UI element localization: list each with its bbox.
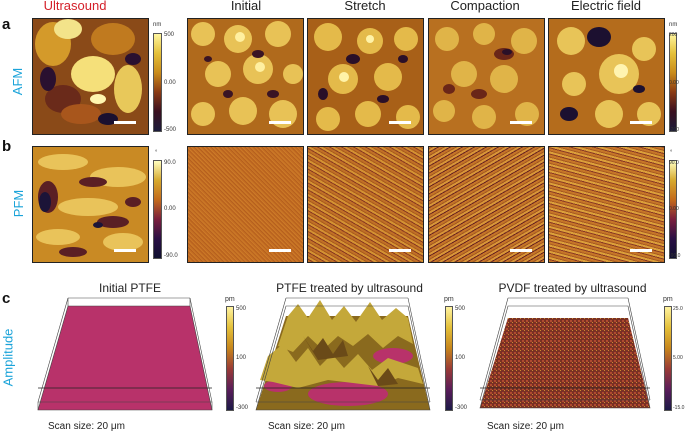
afm-colorbar-left-bottom: -500	[164, 127, 177, 133]
amplitude-mid-ptfe-ultrasound: 100	[455, 355, 466, 361]
afm-colorbar-left-mid: 0.00	[164, 80, 176, 86]
scale-bar	[510, 121, 532, 124]
afm-image-compaction	[428, 18, 545, 135]
col-header-electric-field: Electric field	[570, 0, 642, 13]
col-header-stretch: Stretch	[344, 0, 386, 13]
afm-colorbar-right-bottom: -200	[669, 127, 680, 133]
afm-image-stretch	[307, 18, 424, 135]
scale-bar	[630, 249, 652, 252]
pfm-colorbar-right-unit: °	[670, 150, 673, 156]
afm-colorbar-right-mid: 0.00	[669, 80, 679, 86]
panel-letter-a: a	[2, 16, 11, 33]
row-label-afm: AFM	[10, 67, 26, 96]
amplitude-unit-ptfe-ultrasound: pm	[444, 296, 454, 303]
amplitude-top-ptfe-ultrasound: 500	[455, 306, 466, 312]
pfm-image-electric-field	[548, 146, 665, 263]
scale-bar	[269, 249, 291, 252]
col-header-compaction: Compaction	[450, 0, 520, 13]
afm-colorbar-right	[669, 33, 677, 132]
col-header-ultrasound: Ultrasound	[43, 0, 107, 13]
amplitude-top-initial-ptfe: 500	[236, 306, 247, 312]
amplitude-3d-pvdf-ultrasound	[479, 297, 651, 409]
pfm-colorbar-left	[153, 160, 162, 259]
amplitude-colorbar-ptfe-ultrasound	[445, 306, 453, 411]
scale-bar	[114, 249, 136, 252]
amplitude-title-pvdf-ultrasound: PVDF treated by ultrasound	[498, 281, 647, 295]
amplitude-bottom-initial-ptfe: -300	[236, 405, 249, 411]
scale-bar	[389, 121, 411, 124]
afm-image-ultrasound	[32, 18, 149, 135]
pfm-colorbar-left-top: 90.0	[164, 160, 176, 166]
scale-bar	[269, 121, 291, 124]
scan-size-initial-ptfe: Scan size: 20 μm	[48, 421, 125, 432]
pfm-image-stretch	[307, 146, 424, 263]
scale-bar	[389, 249, 411, 252]
pfm-colorbar-right	[669, 160, 677, 259]
afm-image-electric-field	[548, 18, 665, 135]
amplitude-bottom-ptfe-ultrasound: -300	[455, 405, 468, 411]
amplitude-bottom-pvdf-ultrasound: -15.0	[673, 405, 685, 411]
pfm-image-compaction	[428, 146, 545, 263]
afm-colorbar-right-top: 200	[669, 32, 678, 38]
scale-bar	[114, 121, 136, 124]
scale-bar	[630, 121, 652, 124]
row-label-amplitude: Amplitude	[0, 328, 16, 387]
pfm-colorbar-right-top: 90.0	[669, 160, 679, 166]
amplitude-unit-initial-ptfe: pm	[225, 296, 235, 303]
amplitude-title-ptfe-ultrasound: PTFE treated by ultrasound	[276, 281, 423, 295]
amplitude-3d-ptfe-ultrasound	[255, 297, 431, 411]
pfm-image-ultrasound	[32, 146, 149, 263]
afm-colorbar-left-unit: nm	[153, 22, 162, 28]
afm-colorbar-left	[153, 33, 162, 132]
scan-size-pvdf-ultrasound: Scan size: 20 μm	[487, 421, 564, 432]
pfm-colorbar-left-unit: °	[155, 150, 158, 156]
amplitude-3d-initial-ptfe	[37, 297, 213, 411]
amplitude-colorbar-initial-ptfe	[226, 306, 234, 411]
amplitude-unit-pvdf-ultrasound: pm	[663, 296, 673, 303]
panel-letter-c: c	[2, 290, 11, 307]
amplitude-title-initial-ptfe: Initial PTFE	[98, 281, 161, 295]
pfm-image-initial	[187, 146, 304, 263]
pfm-colorbar-left-mid: 0.00	[164, 206, 176, 212]
panel-letter-b: b	[2, 138, 12, 155]
scan-size-ptfe-ultrasound: Scan size: 20 μm	[268, 421, 345, 432]
pfm-colorbar-right-bottom: -90.0	[669, 253, 681, 259]
afm-colorbar-right-unit: nm	[669, 22, 678, 28]
pfm-colorbar-left-bottom: -90.0	[164, 253, 178, 259]
amplitude-mid-pvdf-ultrasound: 5.00	[673, 355, 683, 361]
col-header-initial: Initial	[230, 0, 262, 13]
amplitude-top-pvdf-ultrasound: 25.0	[673, 306, 683, 312]
pfm-colorbar-right-mid: 0.00	[669, 206, 679, 212]
scale-bar	[510, 249, 532, 252]
amplitude-mid-initial-ptfe: 100	[236, 355, 247, 361]
afm-image-initial	[187, 18, 304, 135]
row-label-pfm: PFM	[11, 189, 27, 218]
afm-colorbar-left-top: 500	[164, 32, 175, 38]
amplitude-colorbar-pvdf-ultrasound	[664, 306, 672, 411]
